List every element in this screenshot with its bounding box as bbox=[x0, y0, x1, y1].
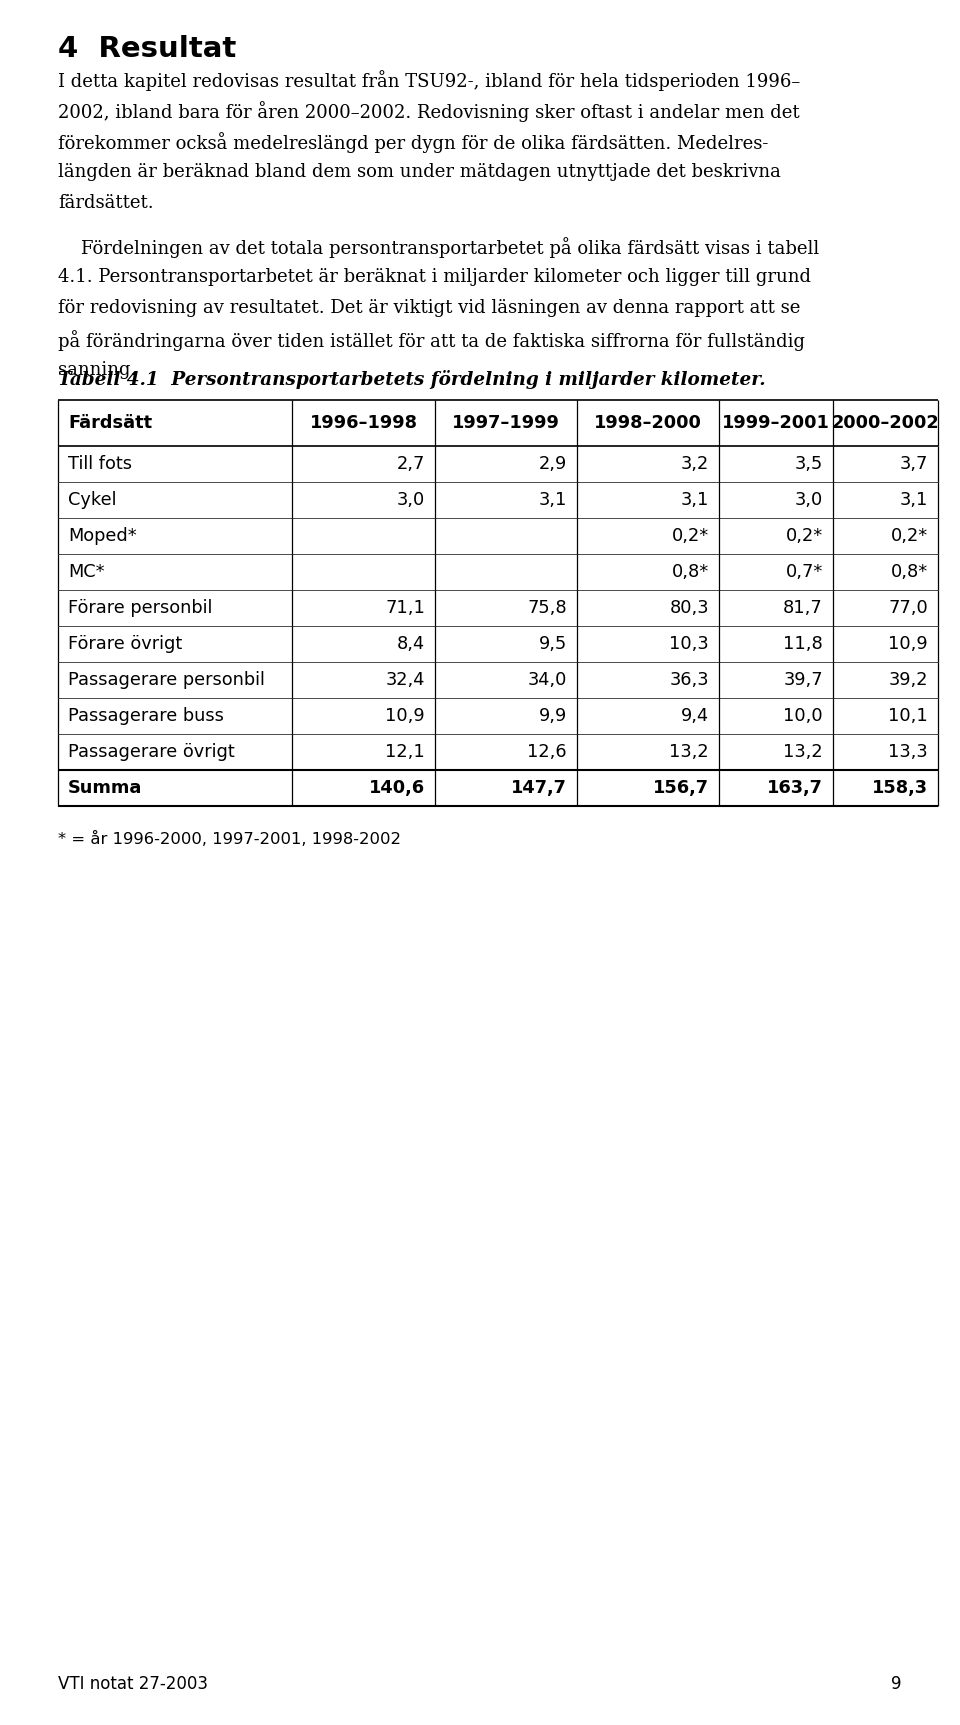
Text: Passagerare buss: Passagerare buss bbox=[68, 707, 224, 724]
Text: 3,0: 3,0 bbox=[396, 492, 425, 509]
Text: 9,4: 9,4 bbox=[681, 707, 709, 724]
Text: 12,6: 12,6 bbox=[527, 743, 567, 761]
Text: 10,9: 10,9 bbox=[888, 635, 928, 654]
Text: 0,8*: 0,8* bbox=[891, 562, 928, 581]
Text: MC*: MC* bbox=[68, 562, 105, 581]
Text: 147,7: 147,7 bbox=[511, 780, 567, 797]
Text: Fördelningen av det totala persontransportarbetet på olika färdsätt visas i tabe: Fördelningen av det totala persontranspo… bbox=[58, 236, 819, 259]
Text: 140,6: 140,6 bbox=[369, 780, 425, 797]
Text: 0,2*: 0,2* bbox=[785, 528, 823, 545]
Text: 36,3: 36,3 bbox=[669, 671, 709, 688]
Text: 0,7*: 0,7* bbox=[785, 562, 823, 581]
Text: 156,7: 156,7 bbox=[653, 780, 709, 797]
Text: färdsättet.: färdsättet. bbox=[58, 193, 154, 212]
Text: Passagerare övrigt: Passagerare övrigt bbox=[68, 743, 235, 761]
Text: 34,0: 34,0 bbox=[528, 671, 567, 688]
Text: 0,8*: 0,8* bbox=[672, 562, 709, 581]
Text: 1999–2001: 1999–2001 bbox=[722, 414, 830, 431]
Text: 163,7: 163,7 bbox=[767, 780, 823, 797]
Text: 11,8: 11,8 bbox=[783, 635, 823, 654]
Text: Förare personbil: Förare personbil bbox=[68, 599, 212, 618]
Text: 3,5: 3,5 bbox=[795, 455, 823, 473]
Text: 3,1: 3,1 bbox=[681, 492, 709, 509]
Text: 75,8: 75,8 bbox=[527, 599, 567, 618]
Text: 77,0: 77,0 bbox=[888, 599, 928, 618]
Text: 39,2: 39,2 bbox=[889, 671, 928, 688]
Text: 10,9: 10,9 bbox=[385, 707, 425, 724]
Text: 81,7: 81,7 bbox=[783, 599, 823, 618]
Text: 1996–1998: 1996–1998 bbox=[309, 414, 418, 431]
Text: för redovisning av resultatet. Det är viktigt vid läsningen av denna rapport att: för redovisning av resultatet. Det är vi… bbox=[58, 298, 801, 317]
Text: 9,5: 9,5 bbox=[539, 635, 567, 654]
Text: 13,2: 13,2 bbox=[783, 743, 823, 761]
Text: 3,7: 3,7 bbox=[900, 455, 928, 473]
Text: förekommer också medelreslängd per dygn för de olika färdsätten. Medelres-: förekommer också medelreslängd per dygn … bbox=[58, 133, 768, 154]
Text: 8,4: 8,4 bbox=[396, 635, 425, 654]
Text: 39,7: 39,7 bbox=[783, 671, 823, 688]
Text: 9: 9 bbox=[892, 1675, 902, 1692]
Text: 1997–1999: 1997–1999 bbox=[452, 414, 560, 431]
Text: 1998–2000: 1998–2000 bbox=[594, 414, 702, 431]
Text: 3,1: 3,1 bbox=[900, 492, 928, 509]
Text: sanning.: sanning. bbox=[58, 361, 136, 380]
Text: Till fots: Till fots bbox=[68, 455, 132, 473]
Text: 0,2*: 0,2* bbox=[891, 528, 928, 545]
Text: Summa: Summa bbox=[68, 780, 142, 797]
Text: 10,0: 10,0 bbox=[783, 707, 823, 724]
Text: 4  Resultat: 4 Resultat bbox=[58, 34, 236, 64]
Text: 12,1: 12,1 bbox=[385, 743, 425, 761]
Text: 32,4: 32,4 bbox=[386, 671, 425, 688]
Text: 2,9: 2,9 bbox=[539, 455, 567, 473]
Text: 2000–2002: 2000–2002 bbox=[831, 414, 939, 431]
Text: 71,1: 71,1 bbox=[385, 599, 425, 618]
Text: längden är beräknad bland dem som under mätdagen utnyttjade det beskrivna: längden är beräknad bland dem som under … bbox=[58, 162, 780, 181]
Text: 13,3: 13,3 bbox=[888, 743, 928, 761]
Text: Cykel: Cykel bbox=[68, 492, 116, 509]
Text: Förare övrigt: Förare övrigt bbox=[68, 635, 182, 654]
Text: 3,2: 3,2 bbox=[681, 455, 709, 473]
Text: 3,1: 3,1 bbox=[539, 492, 567, 509]
Text: 80,3: 80,3 bbox=[669, 599, 709, 618]
Text: 13,2: 13,2 bbox=[669, 743, 709, 761]
Text: I detta kapitel redovisas resultat från TSU92-, ibland för hela tidsperioden 199: I detta kapitel redovisas resultat från … bbox=[58, 71, 801, 91]
Text: Passagerare personbil: Passagerare personbil bbox=[68, 671, 265, 688]
Text: VTI notat 27-2003: VTI notat 27-2003 bbox=[58, 1675, 208, 1692]
Text: 10,3: 10,3 bbox=[669, 635, 709, 654]
Text: 4.1. Persontransportarbetet är beräknat i miljarder kilometer och ligger till gr: 4.1. Persontransportarbetet är beräknat … bbox=[58, 267, 811, 286]
Text: 2002, ibland bara för åren 2000–2002. Redovisning sker oftast i andelar men det: 2002, ibland bara för åren 2000–2002. Re… bbox=[58, 102, 800, 122]
Text: 158,3: 158,3 bbox=[872, 780, 928, 797]
Text: * = år 1996-2000, 1997-2001, 1998-2002: * = år 1996-2000, 1997-2001, 1998-2002 bbox=[58, 831, 401, 847]
Text: 2,7: 2,7 bbox=[396, 455, 425, 473]
Text: Färdsätt: Färdsätt bbox=[68, 414, 152, 431]
Text: på förändringarna över tiden istället för att ta de faktiska siffrorna för fulls: på förändringarna över tiden istället fö… bbox=[58, 329, 805, 350]
Text: 3,0: 3,0 bbox=[795, 492, 823, 509]
Text: Tabell 4.1  Persontransportarbetets fördelning i miljarder kilometer.: Tabell 4.1 Persontransportarbetets förde… bbox=[58, 369, 766, 390]
Text: 10,1: 10,1 bbox=[888, 707, 928, 724]
Text: Moped*: Moped* bbox=[68, 528, 136, 545]
Text: 9,9: 9,9 bbox=[539, 707, 567, 724]
Text: 0,2*: 0,2* bbox=[672, 528, 709, 545]
